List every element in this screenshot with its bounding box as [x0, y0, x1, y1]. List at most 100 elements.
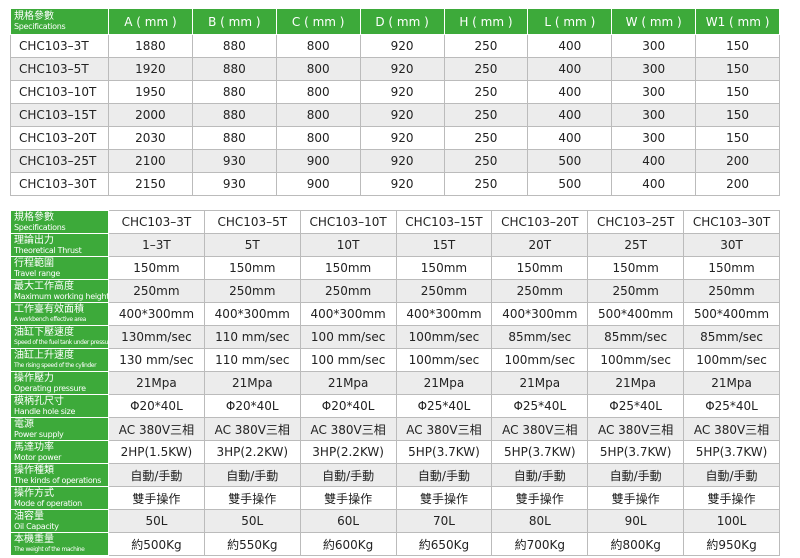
row: CHC103–25T 2100 930 900 920 250 500 400 200	[10, 149, 780, 173]
cell: 2030	[108, 126, 193, 150]
cell: 150mm	[587, 256, 685, 280]
cell: 250mm	[587, 279, 685, 303]
row: 操作壓力 Operating pressure 21Mpa 21Mpa 21Mpa 21M…	[10, 371, 780, 395]
row-label: 最大工作高度 Maximum working height	[10, 279, 109, 303]
label-en: Operating pressure	[14, 383, 86, 393]
cell: 約500Kg	[108, 532, 205, 556]
label-zh: 馬達功率	[14, 441, 54, 453]
cell: 100mm/sec	[587, 348, 685, 372]
cell: 約650Kg	[395, 532, 493, 556]
cell: 150mm	[491, 256, 589, 280]
cell: 400*300mm	[108, 302, 205, 326]
cell: 雙手操作	[587, 486, 685, 510]
label-en: Maximum working height	[14, 291, 109, 301]
label-zh: 油缸下壓速度	[14, 326, 74, 338]
row-label: 油缸下壓速度 Speed of the fuel tank under press…	[10, 325, 109, 349]
cell: 1920	[108, 57, 193, 81]
cell: 100mm/sec	[395, 325, 493, 349]
cell: 自動/手動	[108, 463, 205, 487]
cell: 920	[359, 172, 445, 196]
cell: 800	[275, 126, 361, 150]
cell: 400	[527, 80, 613, 104]
label-en: The kinds of operations	[14, 475, 102, 485]
row: 理論出力 Theoretical Thrust 1–3T 5T 10T 15T 20T 25T…	[10, 233, 780, 257]
column-header: W1 ( mm )	[695, 8, 780, 35]
model-header: CHC103–30T	[683, 210, 780, 234]
cell: 60L	[299, 509, 397, 533]
label-zh: 規格參數	[14, 211, 54, 223]
cell: 110 mm/sec	[203, 325, 301, 349]
model-cell: CHC103–20T	[10, 126, 109, 150]
cell: 400*300mm	[299, 302, 397, 326]
label-zh: 模柄孔尺寸	[14, 395, 64, 407]
cell: AC 380V三相	[108, 417, 205, 441]
cell: 150	[695, 126, 780, 150]
label-zh: 行程範圍	[14, 257, 54, 269]
cell: 自動/手動	[395, 463, 493, 487]
cell: 15T	[395, 233, 493, 257]
row: 馬達功率 Motor power 2HP(1.5KW) 3HP(2.2KW) 3HP(2…	[10, 440, 780, 464]
header-row: 規格參數 Specifications CHC103–3T CHC103–5T CHC1…	[10, 210, 780, 234]
cell: 130 mm/sec	[108, 348, 205, 372]
cell: 5HP(3.7KW)	[683, 440, 780, 464]
cell: Φ20*40L	[203, 394, 301, 418]
cell: 250	[443, 34, 529, 58]
cell: 400	[527, 103, 613, 127]
model-header: CHC103–5T	[203, 210, 301, 234]
cell: 1950	[108, 80, 193, 104]
row-label: 操作方式 Mode of operation	[10, 486, 109, 510]
cell: 400*300mm	[203, 302, 301, 326]
cell: 800	[275, 80, 361, 104]
label-en: Travel range	[14, 268, 60, 278]
cell: 150	[695, 57, 780, 81]
cell: 90L	[587, 509, 685, 533]
cell: 雙手操作	[491, 486, 589, 510]
label-zh: 油容量	[14, 510, 44, 522]
cell: 自動/手動	[299, 463, 397, 487]
cell: 800	[275, 57, 361, 81]
cell: 400	[611, 149, 697, 173]
cell: 雙手操作	[203, 486, 301, 510]
cell: 300	[611, 103, 697, 127]
header-label: 規格參數 Specifications	[10, 210, 109, 234]
cell: 約700Kg	[491, 532, 589, 556]
cell: 100mm/sec	[683, 348, 780, 372]
cell: 雙手操作	[395, 486, 493, 510]
row-label: 油容量 Oil Capacity	[10, 509, 109, 533]
label-zh: 操作壓力	[14, 372, 54, 384]
label-en: Mode of operation	[14, 498, 82, 508]
label-en: The weight of the machine	[14, 545, 85, 553]
row-label: 模柄孔尺寸 Handle hole size	[10, 394, 109, 418]
cell: 100 mm/sec	[299, 348, 397, 372]
cell: Φ25*40L	[587, 394, 685, 418]
cell: AC 380V三相	[683, 417, 780, 441]
model-header: CHC103–20T	[491, 210, 589, 234]
cell: 400*300mm	[491, 302, 589, 326]
column-header: D ( mm )	[359, 8, 445, 35]
cell: 100L	[683, 509, 780, 533]
label-en: Specifications	[14, 222, 66, 232]
cell: 85mm/sec	[587, 325, 685, 349]
row-label: 理論出力 Theoretical Thrust	[10, 233, 109, 257]
label-zh: 最大工作高度	[14, 280, 74, 292]
cell: 250	[443, 172, 529, 196]
cell: 800	[275, 34, 361, 58]
label-en: A workbench effective area	[14, 315, 86, 323]
cell: 400	[527, 57, 613, 81]
cell: 100 mm/sec	[299, 325, 397, 349]
cell: 100mm/sec	[491, 348, 589, 372]
spec-table: 規格參數 Specifications CHC103–3T CHC103–5T CHC1…	[10, 210, 780, 556]
column-header: H ( mm )	[443, 8, 529, 35]
row: 最大工作高度 Maximum working height 250mm 250mm 25…	[10, 279, 780, 303]
cell: 21Mpa	[299, 371, 397, 395]
cell: 400	[527, 126, 613, 150]
cell: AC 380V三相	[491, 417, 589, 441]
row: CHC103–15T 2000 880 800 920 250 400 300 150	[10, 103, 780, 127]
cell: 3HP(2.2KW)	[203, 440, 301, 464]
cell: 3HP(2.2KW)	[299, 440, 397, 464]
cell: 250mm	[203, 279, 301, 303]
cell: 150mm	[203, 256, 301, 280]
cell: 920	[359, 103, 445, 127]
cell: 250mm	[491, 279, 589, 303]
cell: 50L	[108, 509, 205, 533]
